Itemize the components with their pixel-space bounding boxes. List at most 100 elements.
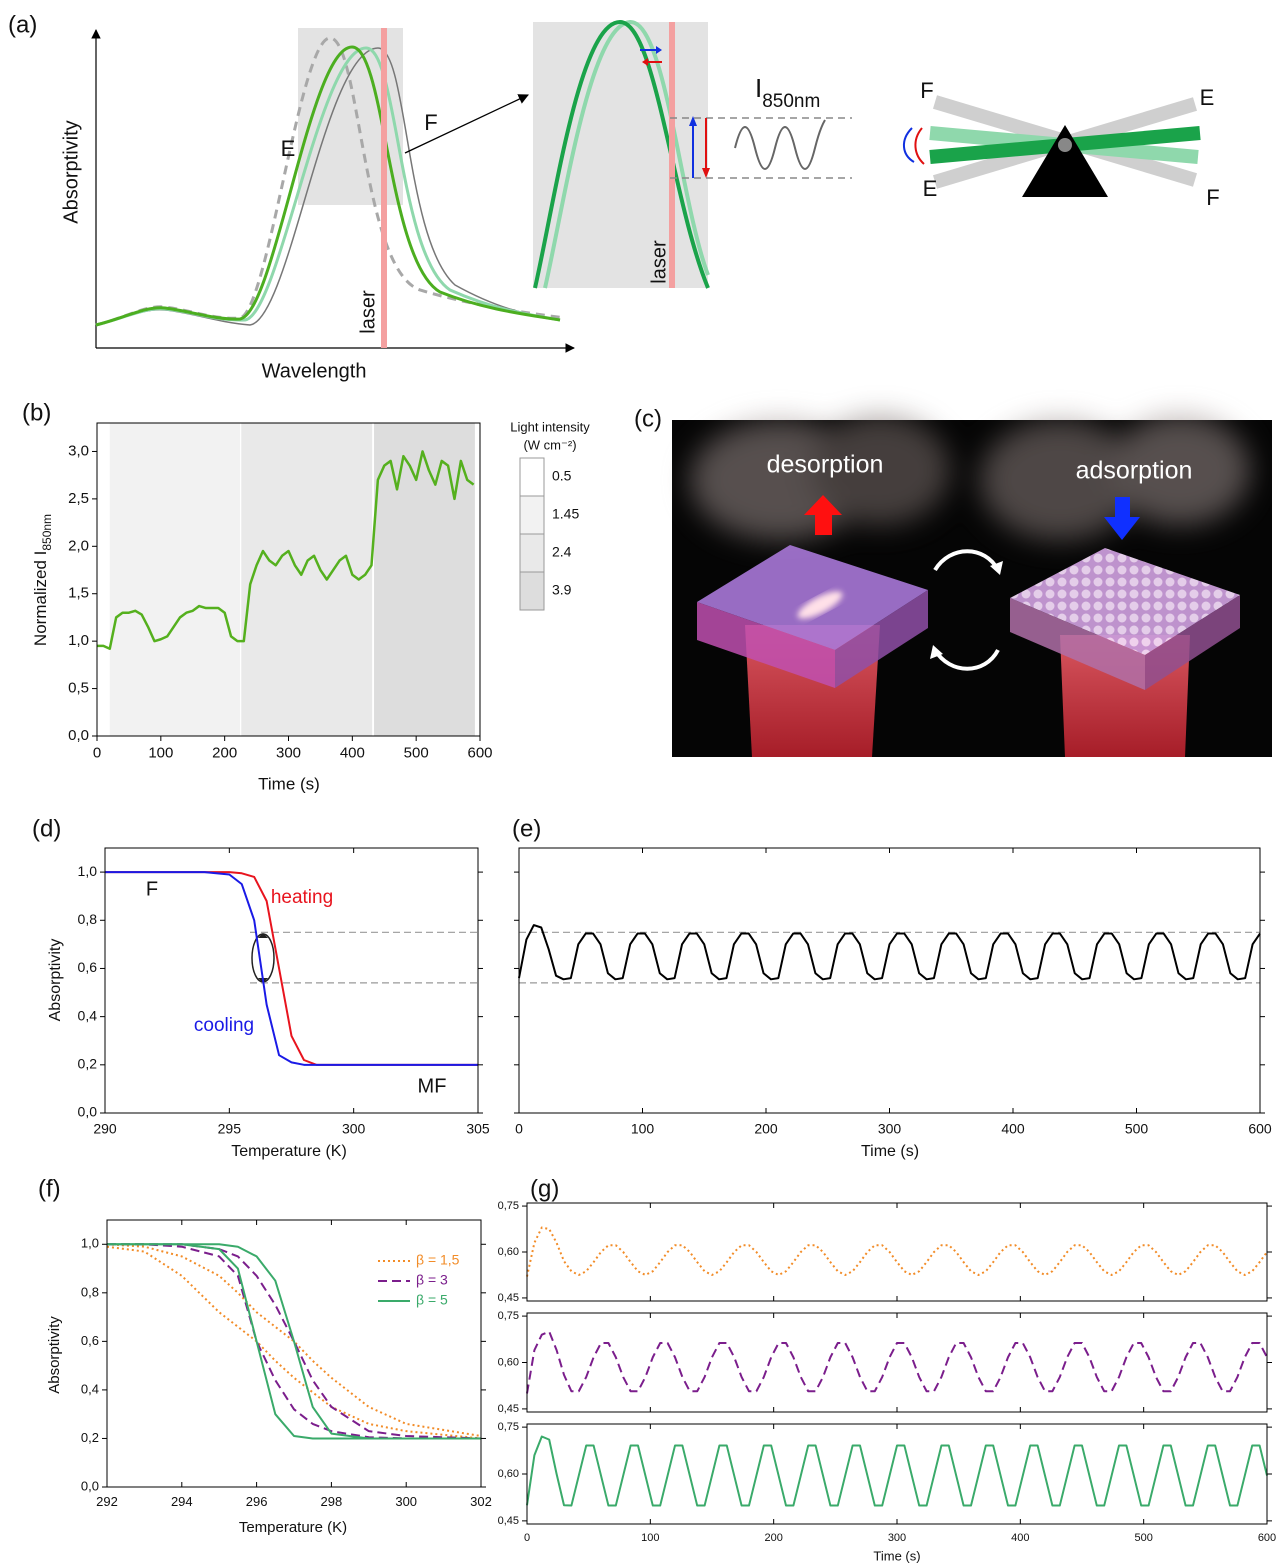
- legend-title: Light intensity: [510, 419, 590, 434]
- panel-label: (d): [32, 815, 61, 842]
- legend-label: 2.4: [552, 544, 572, 560]
- y-tick-label: 0,60: [498, 1468, 519, 1480]
- panel-label: (f): [38, 1175, 61, 1202]
- y-axis-label-subscript: 850nm: [40, 514, 54, 551]
- x-axis-label: Time (s): [861, 1143, 919, 1160]
- x-tick-label: 500: [1134, 1532, 1152, 1544]
- y-tick-label: 0,75: [498, 1421, 519, 1433]
- y-axis-label: Normalized I850nm: [31, 514, 54, 646]
- x-axis-label: Temperature (K): [231, 1143, 347, 1160]
- x-tick-label: 100: [641, 1532, 659, 1544]
- y-axis-label: Absorptivity: [60, 120, 82, 223]
- x-tick-label: 400: [1011, 1532, 1029, 1544]
- legend-label: β = 1,5: [416, 1252, 460, 1268]
- y-tick-label: 1,0: [81, 1236, 99, 1251]
- x-tick-label: 200: [754, 1120, 778, 1136]
- annotation: F: [146, 878, 158, 900]
- plot-frame: [96, 422, 481, 737]
- y-tick-label: 0,75: [498, 1200, 519, 1212]
- data-line: [107, 1243, 481, 1440]
- x-tick-label: 500: [1125, 1120, 1149, 1136]
- y-axis-label-text: Normalized I: [31, 551, 50, 646]
- process-label: adsorption: [1076, 457, 1193, 485]
- x-tick-label: 400: [1001, 1120, 1025, 1136]
- legend-units: (W cm⁻²): [523, 437, 576, 452]
- legend-label: 1.45: [552, 506, 579, 522]
- x-tick-label: 0: [515, 1120, 523, 1136]
- legend-swatch: [519, 533, 545, 573]
- x-tick-label: 600: [1258, 1532, 1276, 1544]
- x-tick-label: 305: [466, 1120, 490, 1136]
- y-tick-label: 0,6: [78, 959, 98, 975]
- x-tick-label: 200: [212, 744, 237, 761]
- curve-label: E: [281, 136, 296, 161]
- x-axis-label: Temperature (K): [239, 1519, 347, 1536]
- y-tick-label: 0,8: [81, 1284, 99, 1299]
- x-tick-label: 600: [1248, 1120, 1272, 1136]
- x-tick-label: 294: [171, 1494, 193, 1509]
- x-tick-label: 0: [524, 1532, 530, 1544]
- intensity-label: I850nm: [755, 73, 820, 112]
- legend-label: 0.5: [552, 468, 572, 484]
- y-tick-label: 2,0: [68, 537, 89, 554]
- legend-label: 3.9: [552, 582, 572, 598]
- y-axis-label-text: Absorptivity: [47, 939, 64, 1022]
- y-tick-label: 0,2: [78, 1056, 98, 1072]
- plot-frame: [106, 1219, 482, 1488]
- data-line: [105, 871, 478, 1066]
- plot-frame: [526, 1202, 1268, 1302]
- legend-label: β = 5: [416, 1292, 448, 1308]
- legend-label: β = 3: [416, 1272, 448, 1288]
- plot-frame: [526, 1423, 1268, 1525]
- x-tick-label: 298: [321, 1494, 343, 1509]
- laser-label: laser: [357, 290, 379, 334]
- x-tick-label: 300: [878, 1120, 902, 1136]
- x-tick-label: 100: [148, 744, 173, 761]
- y-tick-label: 0,0: [81, 1478, 99, 1493]
- x-tick-label: 300: [395, 1494, 417, 1509]
- legend-swatch: [519, 495, 545, 535]
- intensity-region: [109, 423, 240, 736]
- x-tick-label: 400: [340, 744, 365, 761]
- y-axis-label: Absorptivity: [46, 1316, 63, 1394]
- x-axis-label: Time (s): [258, 774, 320, 793]
- series-label: heating: [271, 887, 333, 908]
- intensity-region: [241, 423, 373, 736]
- panel-label: (c): [634, 405, 662, 432]
- x-tick-label: 0: [93, 744, 101, 761]
- y-tick-label: 0,0: [68, 727, 89, 744]
- y-tick-label: 0,5: [68, 680, 89, 697]
- y-tick-label: 0,8: [78, 911, 98, 927]
- y-tick-label: 0,60: [498, 1356, 519, 1368]
- y-tick-label: 0,75: [498, 1310, 519, 1322]
- x-axis-label: Time (s): [873, 1548, 920, 1563]
- y-axis-label-text: Absorptivity: [46, 1316, 63, 1394]
- x-tick-label: 100: [631, 1120, 655, 1136]
- y-tick-label: 0,45: [498, 1292, 519, 1304]
- y-tick-label: 0,60: [498, 1246, 519, 1258]
- curve-label: F: [424, 110, 437, 135]
- data-line: [526, 1330, 1268, 1394]
- x-tick-label: 200: [764, 1532, 782, 1544]
- x-tick-label: 295: [218, 1120, 242, 1136]
- data-line: [518, 924, 1261, 981]
- x-tick-label: 300: [342, 1120, 366, 1136]
- panel-label: (e): [512, 815, 541, 842]
- intensity-symbol: I: [755, 73, 762, 103]
- y-tick-label: 1,5: [68, 585, 89, 602]
- pivot-label: E: [923, 176, 938, 201]
- data-line: [97, 450, 475, 650]
- data-line: [107, 1243, 481, 1440]
- process-label: desorption: [767, 451, 884, 479]
- pivot-label: F: [920, 78, 933, 103]
- annotation: MF: [418, 1075, 447, 1097]
- legend-swatch: [519, 457, 545, 497]
- data-line: [526, 1226, 1268, 1277]
- x-tick-label: 300: [276, 744, 301, 761]
- panel-label: (g): [530, 1175, 559, 1202]
- intensity-subscript: 850nm: [762, 91, 820, 112]
- series-label: cooling: [194, 1015, 254, 1036]
- x-tick-label: 600: [467, 744, 492, 761]
- plot-frame: [518, 847, 1261, 1114]
